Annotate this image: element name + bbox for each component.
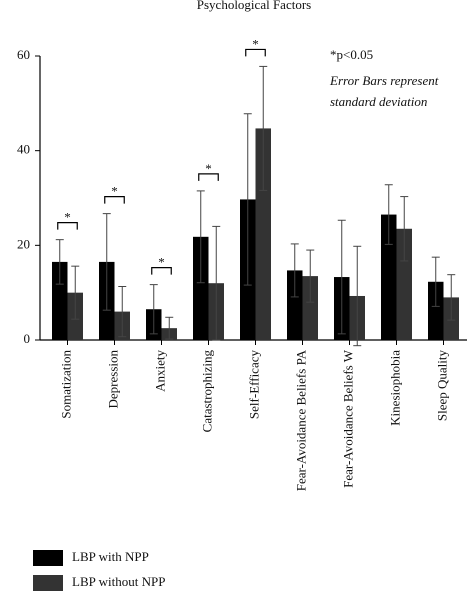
- significance-bracket: [57, 222, 78, 230]
- bar: [396, 228, 412, 340]
- x-tick-label: Sleep Quality: [434, 350, 449, 422]
- bar: [302, 276, 318, 340]
- x-tick-label: Depression: [105, 350, 120, 409]
- y-tick-label: 0: [24, 331, 31, 346]
- bar: [52, 261, 68, 340]
- error-bar: [55, 239, 64, 285]
- bar: [428, 281, 444, 340]
- error-bar: [196, 190, 205, 284]
- error-bar: [118, 286, 127, 338]
- significance-mark: *: [111, 184, 118, 199]
- error-bar: [447, 274, 456, 321]
- error-bar: [212, 225, 221, 341]
- significance-mark: *: [64, 210, 71, 225]
- significance-mark: *: [158, 255, 165, 270]
- x-tick-label: Self-Efficacy: [246, 350, 261, 420]
- legend-label: LBP with NPP: [72, 549, 149, 564]
- x-tick-label: Fear-Avoidance Beliefs W: [340, 349, 355, 488]
- legend-swatch: [33, 575, 63, 591]
- error-bar: [71, 265, 80, 320]
- error-bar: [337, 219, 346, 335]
- bar: [381, 214, 397, 340]
- bar: [255, 128, 271, 340]
- significance-bracket: [198, 173, 219, 181]
- significance-mark: *: [205, 161, 212, 176]
- error-bar: [431, 256, 440, 307]
- y-tick-label: 60: [17, 47, 30, 62]
- error-bar: [165, 316, 174, 340]
- error-bar: [259, 65, 268, 191]
- y-tick-label: 20: [17, 236, 30, 251]
- chart-title: Psychological Factors: [197, 0, 311, 12]
- error-bar: [384, 184, 393, 245]
- error-bar: [243, 113, 252, 286]
- x-tick-label: Somatization: [58, 350, 73, 419]
- legend-swatch: [33, 550, 63, 566]
- note: Error Bars represent: [329, 73, 439, 88]
- error-bar: [149, 284, 158, 335]
- bar: [287, 270, 303, 340]
- legend-label: LBP without NPP: [72, 574, 165, 589]
- error-bar: [353, 245, 362, 347]
- note: standard deviation: [330, 94, 427, 109]
- significance-bracket: [104, 196, 125, 204]
- error-bar: [306, 249, 315, 303]
- note: *p<0.05: [330, 47, 373, 62]
- error-bar: [102, 213, 111, 311]
- y-tick-label: 40: [17, 142, 30, 157]
- error-bar: [400, 196, 409, 262]
- x-tick-label: Kinesiophobia: [387, 350, 402, 426]
- x-tick-label: Catastrophizing: [199, 350, 214, 433]
- significance-bracket: [151, 267, 172, 275]
- significance-mark: *: [252, 36, 259, 51]
- error-bar: [290, 243, 299, 298]
- x-tick-label: Fear-Avoidance Beliefs PA: [293, 349, 308, 491]
- significance-bracket: [245, 48, 266, 57]
- x-tick-label: Anxiety: [152, 350, 167, 392]
- bar: [193, 236, 209, 340]
